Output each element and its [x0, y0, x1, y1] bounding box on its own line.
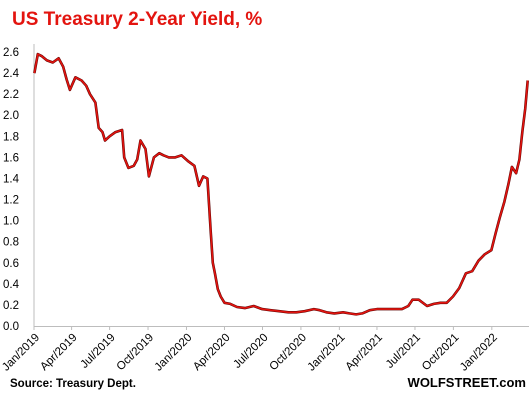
brand-label: WOLFSTREET.com — [408, 375, 526, 390]
source-note: Source: Treasury Dept. — [10, 378, 136, 390]
y-tick-label: 1.6 — [3, 152, 19, 164]
y-tick-label: 2.0 — [3, 110, 19, 122]
x-tick-label: Oct/2019 — [115, 332, 156, 373]
plot-area — [33, 52, 529, 316]
x-tick-label: Apr/2020 — [191, 332, 232, 373]
y-tick-label: 0.6 — [3, 258, 19, 270]
x-axis-ticks: Jan/2019Apr/2019Jul/2019Oct/2019Jan/2020… — [0, 326, 500, 374]
y-tick-label: 1.8 — [3, 131, 19, 143]
x-tick-label: Jan/2019 — [0, 332, 42, 374]
y-tick-label: 0.2 — [3, 300, 19, 312]
x-tick-label: Jan/2020 — [153, 332, 195, 374]
x-tick-label: Jan/2022 — [458, 332, 500, 374]
y-tick-label: 0.8 — [3, 237, 19, 249]
chart-title: US Treasury 2-Year Yield, % — [12, 9, 262, 30]
y-axis-ticks: 0.0 0.2 0.4 0.6 0.8 1.0 1.2 1.4 1.6 1.8 2.0 2.2 2.4 2… — [3, 47, 20, 333]
y-tick-label: 2.2 — [3, 89, 19, 101]
y-tick-label: 1.2 — [3, 195, 19, 207]
y-tick-label: 0.4 — [3, 279, 20, 291]
y-tick-label: 2.4 — [3, 68, 20, 80]
x-tick-label: Apr/2019 — [38, 332, 79, 373]
y-tick-label: 0.0 — [3, 321, 19, 333]
x-tick-label: Apr/2021 — [344, 332, 385, 373]
series-line — [33, 53, 529, 316]
y-tick-label: 1.0 — [3, 216, 19, 228]
x-tick-label: Oct/2020 — [268, 332, 309, 373]
x-tick-label: Jul/2021 — [384, 332, 423, 371]
x-tick-label: Jul/2020 — [231, 332, 270, 371]
x-tick-label: Jan/2021 — [306, 332, 348, 374]
y-tick-label: 1.4 — [3, 173, 20, 185]
y-tick-label: 2.6 — [3, 47, 19, 59]
series-line-shadow — [33, 52, 529, 316]
x-tick-label: Oct/2021 — [420, 332, 461, 373]
x-tick-label: Jul/2019 — [78, 332, 117, 371]
